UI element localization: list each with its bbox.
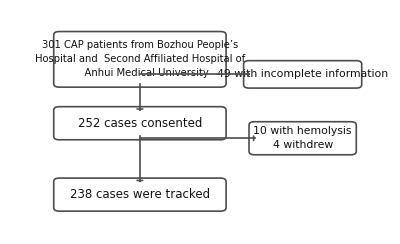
FancyBboxPatch shape xyxy=(54,107,226,140)
FancyBboxPatch shape xyxy=(54,31,226,87)
Text: 252 cases consented: 252 cases consented xyxy=(78,117,202,130)
FancyBboxPatch shape xyxy=(249,122,356,155)
Text: 301 CAP patients from Bozhou People’s
Hospital and  Second Affiliated Hospital o: 301 CAP patients from Bozhou People’s Ho… xyxy=(35,40,245,78)
FancyBboxPatch shape xyxy=(54,178,226,211)
Text: 10 with hemolysis
4 withdrew: 10 with hemolysis 4 withdrew xyxy=(254,126,352,150)
Text: 49 with incomplete information: 49 with incomplete information xyxy=(217,69,388,79)
Text: 238 cases were tracked: 238 cases were tracked xyxy=(70,188,210,201)
FancyBboxPatch shape xyxy=(244,61,362,88)
